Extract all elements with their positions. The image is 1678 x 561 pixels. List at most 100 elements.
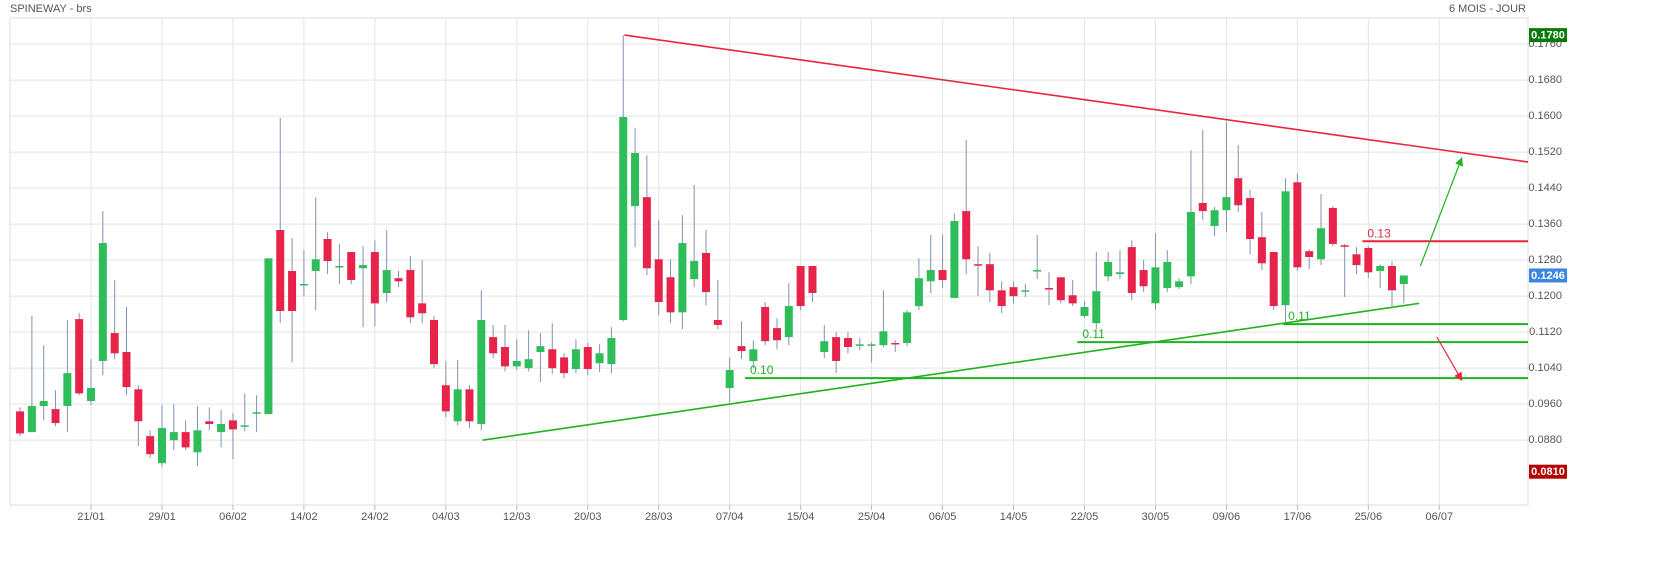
candle-body (808, 266, 817, 294)
x-tick-label: 04/03 (432, 511, 460, 523)
candle-body (725, 369, 734, 388)
x-tick-label: 06/05 (929, 511, 957, 523)
candle-body (772, 328, 781, 341)
candle-body (240, 425, 249, 427)
price-label-box (1529, 464, 1567, 479)
candle-body (347, 252, 356, 280)
candle-body (619, 117, 628, 321)
candle-body (1281, 191, 1290, 306)
candle-body (595, 353, 604, 364)
candle-body (1104, 261, 1113, 277)
candle-body (406, 270, 415, 318)
candle-body (1163, 261, 1172, 289)
candle-body (1364, 247, 1373, 273)
x-tick-label: 29/01 (148, 511, 176, 523)
price-label-box (1529, 268, 1567, 283)
candle-body (39, 401, 48, 406)
candle-body (157, 428, 166, 464)
candle-body (382, 270, 391, 294)
candle-body (914, 278, 923, 307)
candle-body (1376, 266, 1385, 271)
y-tick-label: 0.1200 (1528, 290, 1562, 302)
candle-body (441, 385, 450, 412)
candle-body (749, 349, 758, 361)
candle-body (1387, 266, 1396, 291)
candle-body (1246, 198, 1255, 239)
candle-body (465, 389, 474, 422)
candle-body (16, 411, 25, 434)
candle-body (51, 409, 60, 424)
x-tick-label: 17/06 (1284, 511, 1312, 523)
candle-body (323, 238, 332, 262)
candle-body (500, 347, 509, 367)
candle-body (583, 347, 592, 370)
candle-body (702, 252, 711, 293)
candle-body (1234, 178, 1243, 206)
candle-body (1257, 237, 1266, 264)
candle-body (903, 312, 912, 343)
level-label: 0.11 (1082, 327, 1105, 341)
price-label: 0.1780 (1531, 30, 1565, 42)
y-tick-label: 0.1360 (1528, 218, 1562, 230)
candle-body (311, 259, 320, 271)
candle-body (1056, 277, 1065, 301)
candle-body (891, 342, 900, 345)
x-tick-label: 20/03 (574, 511, 602, 523)
candle-body (997, 290, 1006, 307)
y-tick-label: 0.1600 (1528, 110, 1562, 122)
candle-body (879, 331, 888, 346)
x-tick-label: 24/02 (361, 511, 389, 523)
candle-body (394, 278, 403, 282)
trendline (482, 302, 1420, 441)
x-tick-label: 21/01 (77, 511, 105, 523)
candle-body (512, 360, 521, 367)
chart-subtitle: 6 MOIS - JOUR (1449, 3, 1526, 15)
candle-body (1222, 197, 1231, 211)
chart-title: SPINEWAY - brs (10, 3, 92, 15)
candle-body (832, 337, 841, 361)
candle-body (666, 277, 675, 313)
arrow (1419, 157, 1463, 267)
candle-body (359, 265, 368, 269)
candle-body (63, 373, 72, 406)
candle-body (926, 270, 935, 282)
candle-body (1293, 182, 1302, 268)
candle-body (761, 306, 770, 342)
y-tick-label: 0.0960 (1528, 398, 1562, 410)
candle-body (1317, 228, 1326, 260)
candle-body (1210, 210, 1219, 226)
x-tick-label: 06/02 (219, 511, 247, 523)
y-tick-label: 0.1440 (1528, 182, 1562, 194)
candle-body (642, 197, 651, 269)
x-tick-label: 07/04 (716, 511, 744, 523)
candle-body (938, 270, 947, 280)
candle-body (1139, 270, 1148, 287)
candle-body (1151, 267, 1160, 304)
y-tick-label: 0.0880 (1528, 434, 1562, 446)
candle-body (1127, 247, 1136, 294)
candle-body (418, 303, 427, 314)
candle-body (1328, 207, 1337, 244)
candle-body (1186, 211, 1195, 277)
candle-body (1115, 272, 1124, 275)
candle-body (843, 338, 852, 348)
candle-body (737, 346, 746, 352)
candle-body (1305, 251, 1314, 257)
candle-body (548, 349, 557, 369)
candle-body (299, 284, 308, 286)
x-tick-label: 22/05 (1071, 511, 1099, 523)
x-tick-label: 14/02 (290, 511, 318, 523)
candle-body (489, 337, 498, 354)
price-label: 0.1246 (1531, 270, 1565, 282)
x-tick-label: 15/04 (787, 511, 815, 523)
candle-body (1399, 275, 1408, 285)
candle-body (974, 264, 983, 266)
candle-body (27, 405, 36, 433)
x-tick-label: 28/03 (645, 511, 673, 523)
y-tick-label: 0.1280 (1528, 254, 1562, 266)
candle-body (1340, 245, 1349, 247)
candle-body (654, 259, 663, 303)
candle-body (796, 266, 805, 307)
candle-body (985, 264, 994, 291)
candle-body (252, 412, 261, 414)
